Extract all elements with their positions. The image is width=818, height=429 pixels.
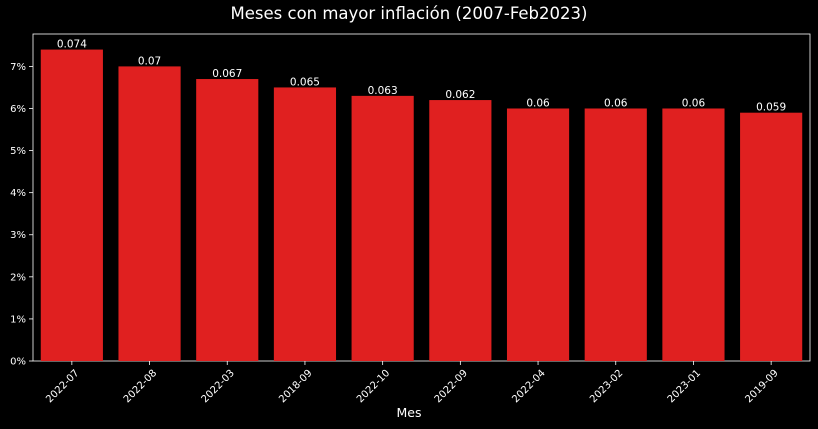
x-tick-label: 2022-04 xyxy=(510,368,547,405)
data-label: 0.067 xyxy=(212,68,242,80)
x-tick-label: 2019-09 xyxy=(743,368,780,405)
y-tick-label: 0% xyxy=(10,357,26,368)
chart-title: Meses con mayor inflación (2007-Feb2023) xyxy=(230,4,588,23)
x-tick-label: 2022-10 xyxy=(355,368,392,405)
y-tick-label: 1% xyxy=(10,314,26,325)
x-axis-label: Mes xyxy=(396,405,422,420)
data-label: 0.06 xyxy=(526,97,550,109)
y-tick-label: 2% xyxy=(10,272,26,283)
data-label: 0.065 xyxy=(290,76,320,88)
x-tick-label: 2022-03 xyxy=(200,368,237,405)
data-label: 0.059 xyxy=(756,102,786,114)
y-tick-label: 4% xyxy=(10,188,26,199)
data-label: 0.063 xyxy=(368,85,398,97)
x-tick-label: 2018-09 xyxy=(277,368,314,405)
bar xyxy=(40,49,103,361)
x-tick-label: 2023-01 xyxy=(666,368,703,405)
x-tick-label: 2022-08 xyxy=(122,368,159,405)
bar xyxy=(351,95,414,361)
data-label: 0.074 xyxy=(57,39,87,51)
y-tick-label: 5% xyxy=(10,146,26,157)
bar xyxy=(273,87,337,361)
bar xyxy=(118,66,181,362)
data-label: 0.062 xyxy=(445,89,475,101)
x-tick-label: 2022-07 xyxy=(44,368,81,405)
data-label: 0.06 xyxy=(604,97,628,109)
x-tick-label: 2023-02 xyxy=(588,368,625,405)
data-label: 0.07 xyxy=(138,55,161,67)
data-label: 0.06 xyxy=(682,97,706,109)
bar xyxy=(584,108,647,361)
x-tick-label: 2022-09 xyxy=(433,368,470,405)
y-tick-label: 6% xyxy=(10,104,26,115)
bar xyxy=(740,112,803,361)
plot-frame xyxy=(32,33,811,362)
bar xyxy=(196,79,259,362)
bar xyxy=(506,108,570,361)
bar xyxy=(429,100,492,361)
y-tick-label: 3% xyxy=(10,230,26,241)
bar xyxy=(662,108,725,361)
y-tick-label: 7% xyxy=(10,62,26,73)
